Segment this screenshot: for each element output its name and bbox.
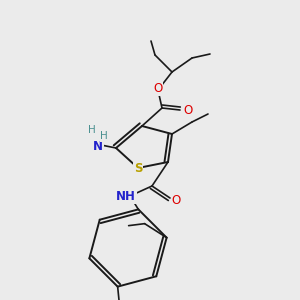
Text: NH: NH bbox=[116, 190, 136, 203]
Text: O: O bbox=[153, 82, 163, 95]
Text: N: N bbox=[93, 140, 103, 152]
Text: H: H bbox=[88, 125, 96, 135]
Text: O: O bbox=[171, 194, 181, 206]
Text: S: S bbox=[134, 161, 142, 175]
Text: H: H bbox=[100, 131, 108, 141]
Text: O: O bbox=[183, 103, 193, 116]
